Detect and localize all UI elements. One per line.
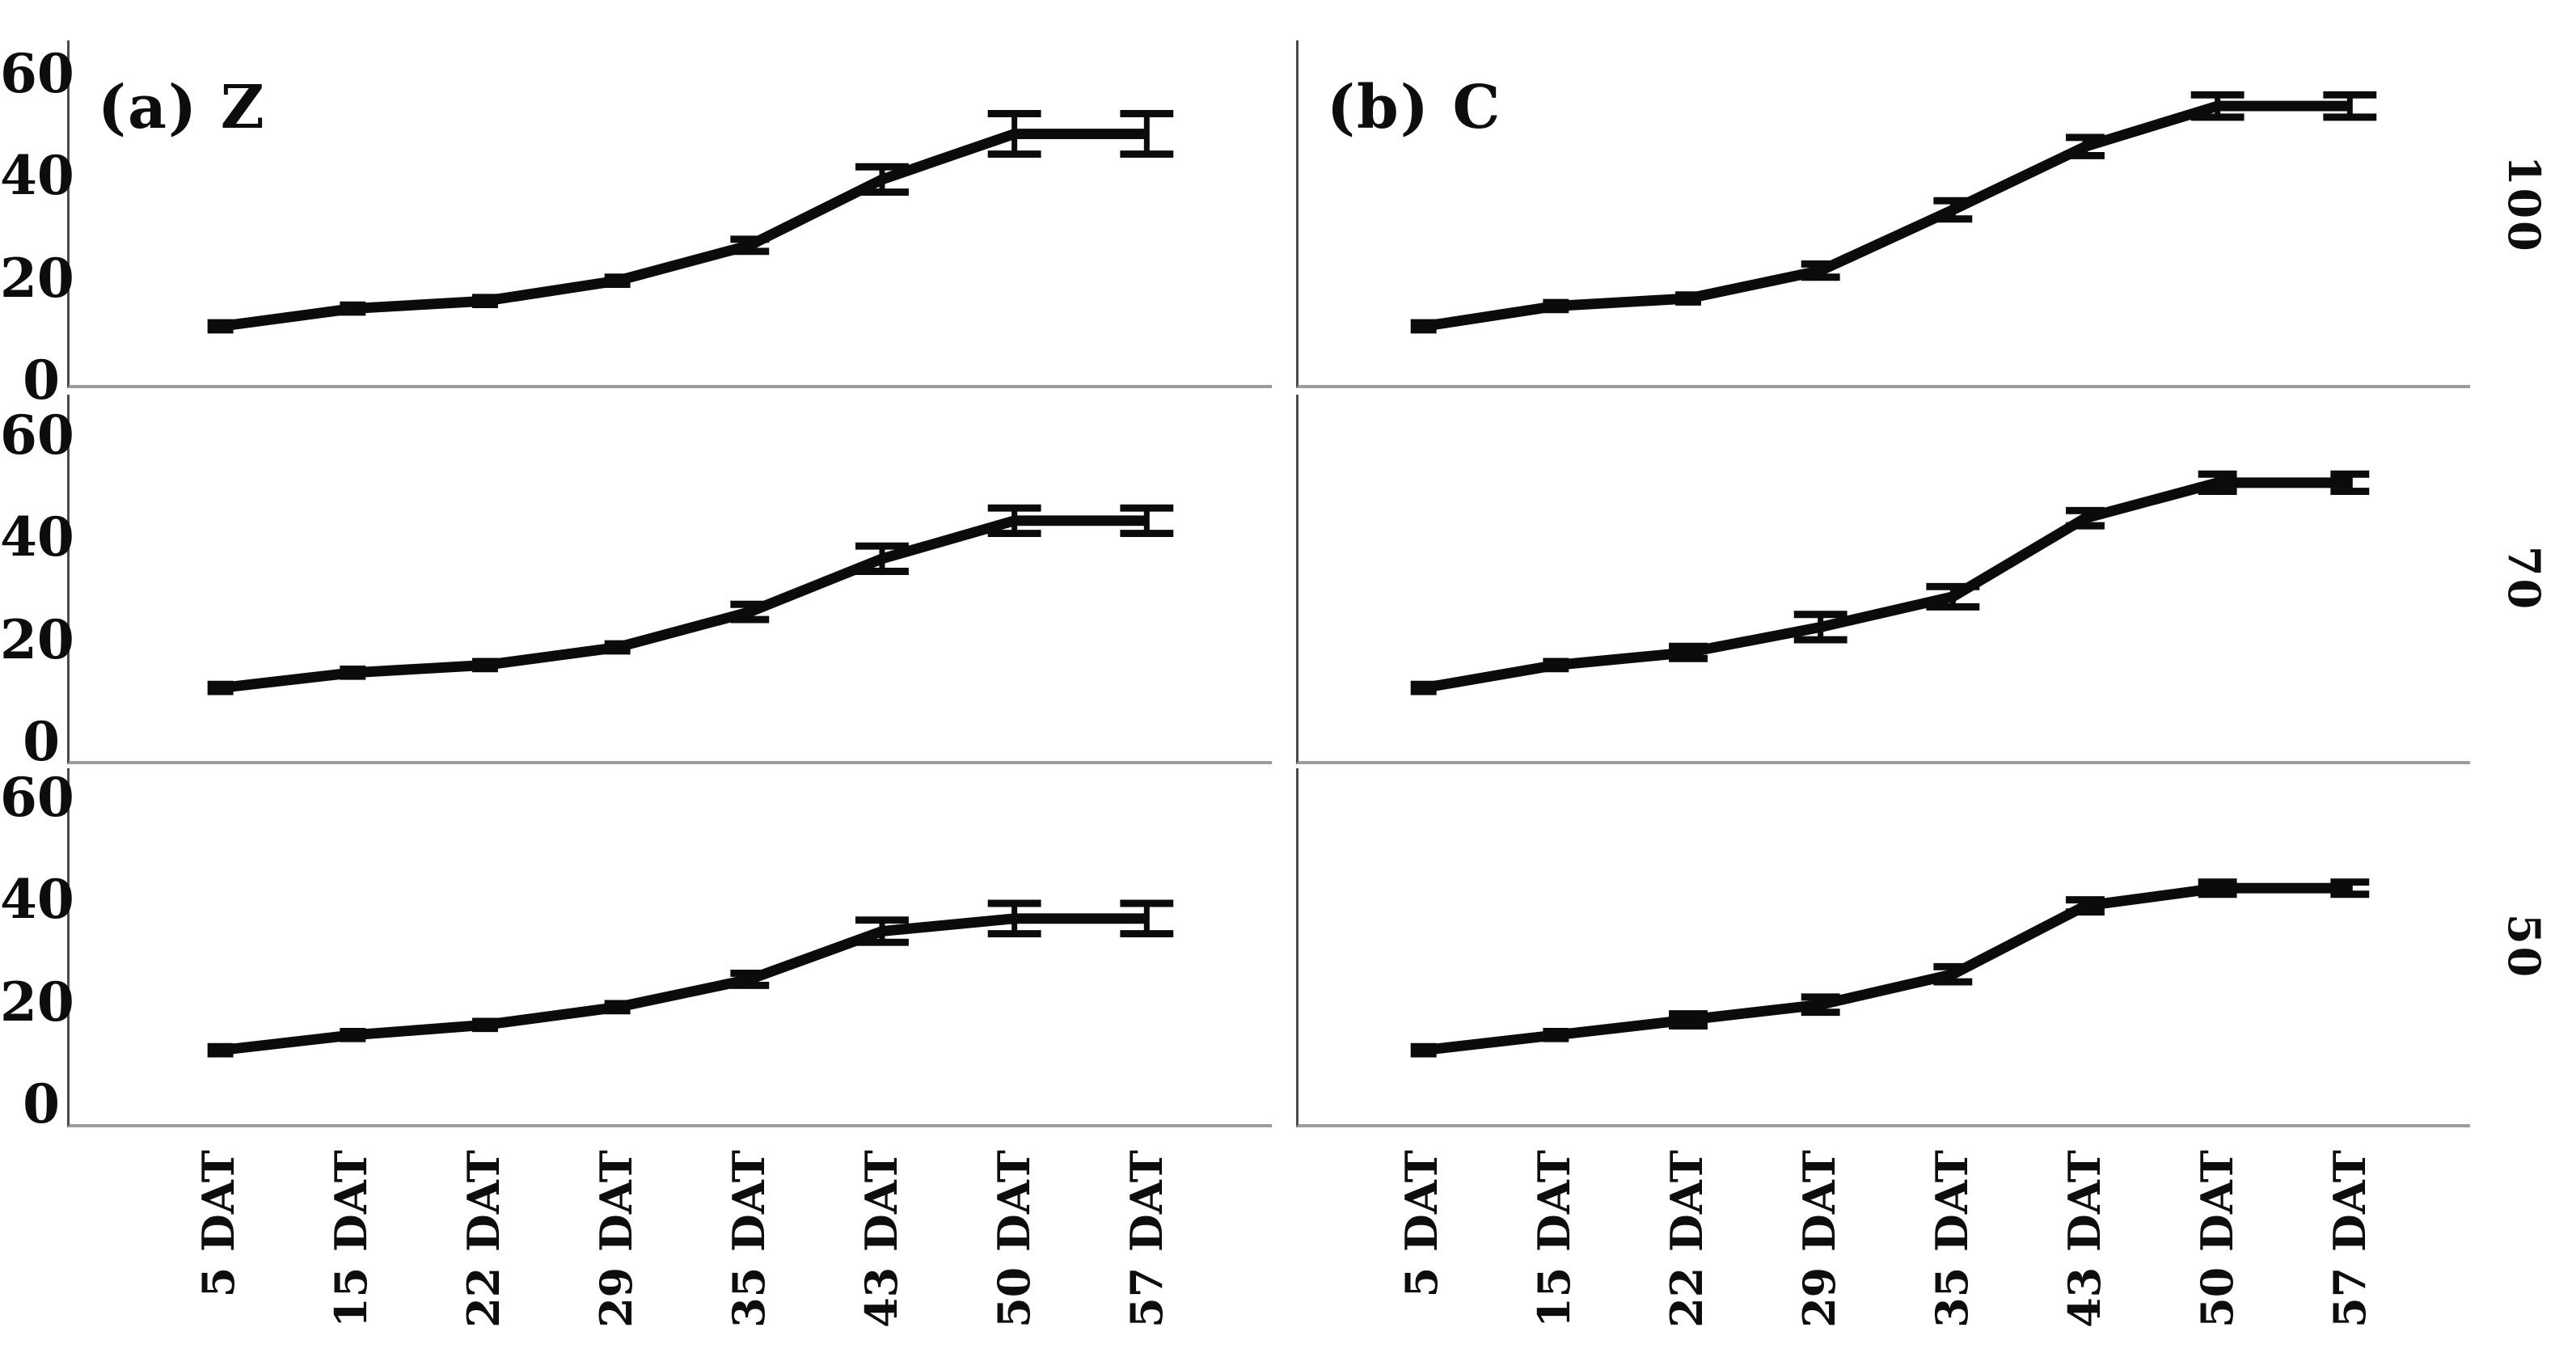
panel-z-70: [67, 395, 1272, 764]
series-line: [1422, 882, 2350, 1056]
panel-c-70: [1296, 395, 2470, 764]
panel-plot: [1410, 91, 2377, 334]
x-tick-label: 5 DAT: [1396, 1150, 1447, 1298]
x-tick-label: 15 DAT: [1528, 1150, 1580, 1328]
x-tick-label: 50 DAT: [988, 1150, 1040, 1328]
panel-plot: [1410, 470, 2370, 696]
panel-title: (a) Z: [98, 73, 266, 142]
x-tick-label: 50 DAT: [2191, 1150, 2243, 1328]
row-label: 50: [2498, 914, 2550, 980]
series-line: [219, 913, 1147, 1056]
y-tick-label: 40: [0, 144, 74, 208]
x-tick-label: 5 DAT: [192, 1150, 244, 1298]
x-tick-label: 22 DAT: [458, 1150, 509, 1328]
y-tick-label: 20: [0, 246, 74, 310]
panel-plot: [207, 110, 1174, 334]
y-tick-label: 40: [0, 505, 74, 569]
y-tick-label: 60: [0, 403, 74, 467]
x-tick-label: 29 DAT: [1793, 1150, 1845, 1328]
series-line: [1422, 477, 2350, 693]
y-tick-label: 20: [0, 607, 74, 671]
y-tick-label: 40: [0, 868, 74, 932]
y-tick-label: 0: [23, 349, 60, 412]
series-line: [219, 129, 1147, 332]
row-label: 100: [2498, 155, 2550, 254]
panel-plot: [207, 504, 1174, 696]
x-tick-label: 57 DAT: [1121, 1150, 1172, 1328]
x-tick-label: 35 DAT: [723, 1150, 775, 1328]
panel-title: (b) C: [1327, 73, 1502, 142]
y-tick-label: 60: [0, 41, 74, 105]
panel-plot: [207, 899, 1174, 1058]
x-tick-label: 57 DAT: [2324, 1150, 2375, 1328]
y-tick-label: 0: [23, 710, 60, 773]
x-tick-label: 43 DAT: [2059, 1150, 2110, 1328]
y-tick-label: 20: [0, 970, 74, 1034]
x-tick-label: 15 DAT: [325, 1150, 377, 1328]
x-tick-label: 22 DAT: [1661, 1150, 1712, 1328]
panel-c-50: [1296, 768, 2470, 1127]
panel-plot: [1410, 878, 2370, 1058]
panel-c-100: (b) C: [1296, 40, 2470, 388]
series-line: [219, 515, 1147, 693]
row-label: 70: [2498, 546, 2550, 612]
y-tick-label: 0: [23, 1072, 60, 1135]
panel-z-100: (a) Z: [67, 40, 1272, 388]
panel-z-50: [67, 768, 1272, 1127]
x-tick-label: 35 DAT: [1926, 1150, 1978, 1328]
x-tick-label: 29 DAT: [590, 1150, 642, 1328]
x-tick-label: 43 DAT: [855, 1150, 907, 1328]
series-line: [1422, 100, 2350, 332]
y-tick-label: 60: [0, 765, 74, 829]
